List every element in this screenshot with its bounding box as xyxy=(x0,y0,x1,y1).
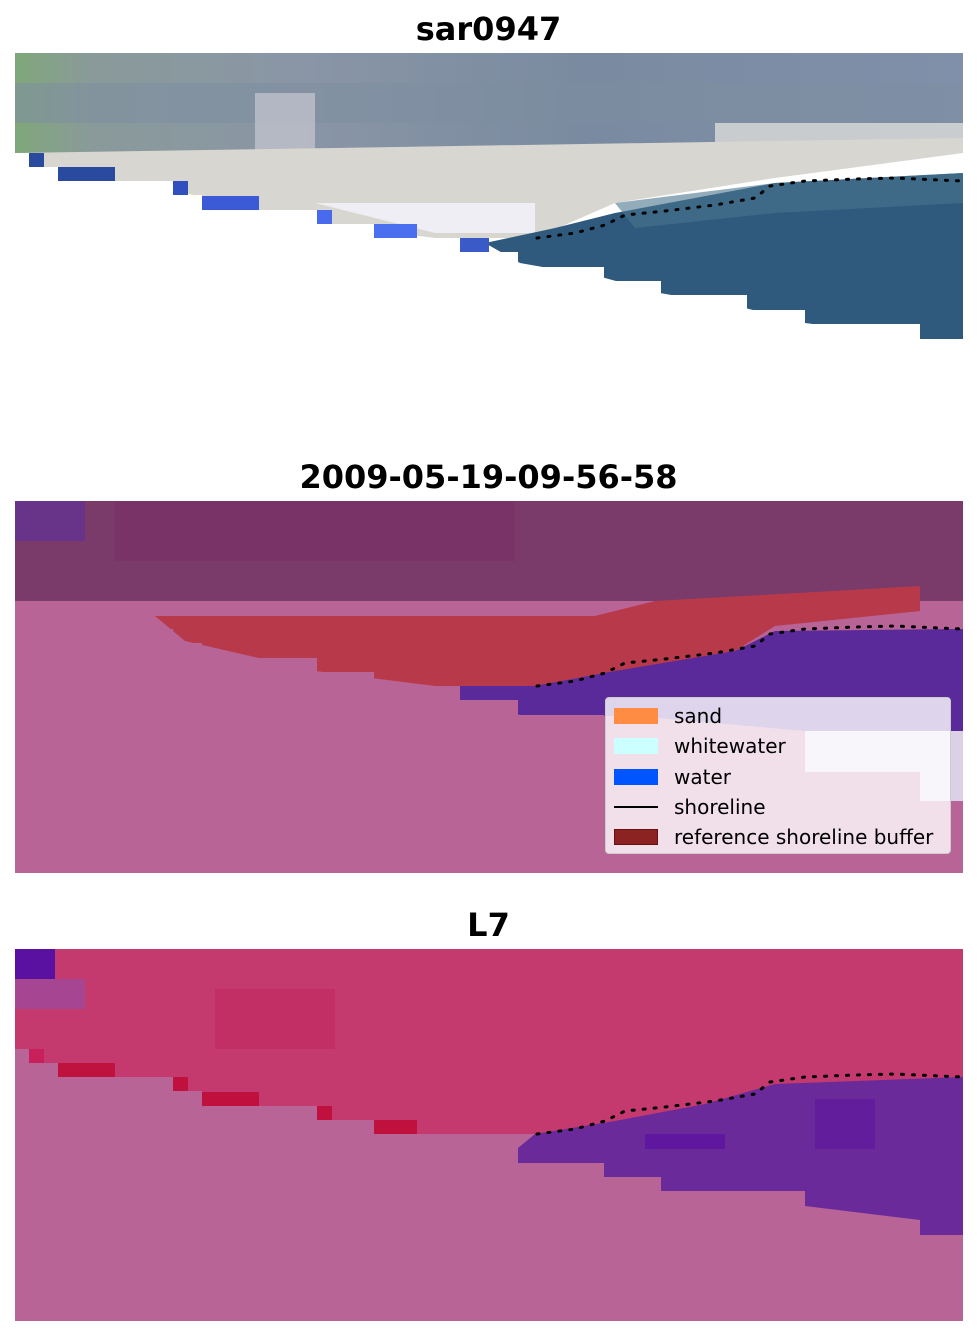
rgb-satellite-image xyxy=(15,53,963,353)
water-swatch xyxy=(614,769,658,785)
legend-item-shoreline: shoreline xyxy=(614,794,766,820)
mndwi-image xyxy=(15,949,963,1321)
sand-swatch xyxy=(614,708,658,724)
legend-item-water: water xyxy=(614,764,731,790)
shoreline-line-icon xyxy=(614,806,658,808)
legend-label: whitewater xyxy=(674,734,786,758)
panel-title-classification: 2009-05-19-09-56-58 xyxy=(299,458,678,496)
legend: sand whitewater water shoreline referenc… xyxy=(605,697,951,854)
panel-title-rgb: sar0947 xyxy=(415,10,562,48)
panel-title-sensor: L7 xyxy=(467,906,510,944)
classification-image xyxy=(15,501,963,873)
legend-label: reference shoreline buffer xyxy=(674,825,934,849)
legend-label: sand xyxy=(674,704,723,728)
legend-label: shoreline xyxy=(674,795,766,819)
whitewater-swatch xyxy=(614,738,658,754)
legend-label: water xyxy=(674,765,731,789)
legend-item-buffer: reference shoreline buffer xyxy=(614,824,933,850)
buffer-swatch xyxy=(614,829,658,845)
legend-item-sand: sand xyxy=(614,703,722,729)
legend-item-whitewater: whitewater xyxy=(614,733,786,759)
